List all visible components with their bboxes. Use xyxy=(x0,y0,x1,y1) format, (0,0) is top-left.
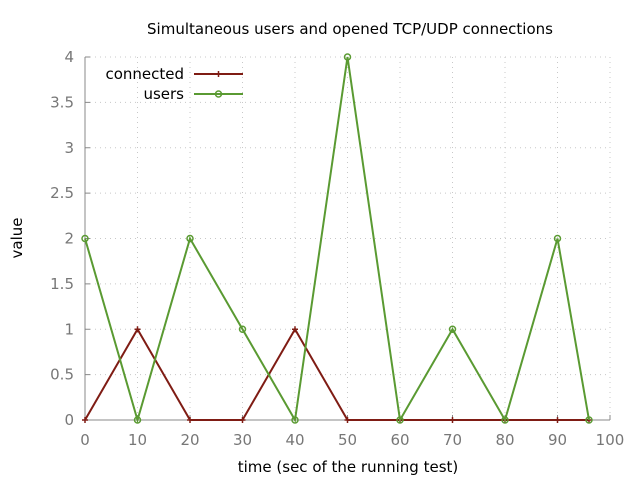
series-lines xyxy=(81,53,593,424)
series-users xyxy=(81,53,593,424)
y-tick-label: 3.5 xyxy=(50,93,74,111)
y-tick-label: 1 xyxy=(64,320,74,338)
x-tick-label: 60 xyxy=(390,431,409,449)
x-tick-label: 50 xyxy=(338,431,357,449)
data-point-users xyxy=(343,53,352,61)
tick-labels: 0 10 20 30 40 50 60 70 80 90 100 0 0.5 1 1.5 2 2.5 3 3.5 4 xyxy=(50,48,624,449)
grid xyxy=(84,56,611,421)
x-tick-label: 10 xyxy=(128,431,147,449)
data-point-connected xyxy=(292,326,298,333)
legend-item-connected: connected xyxy=(105,65,243,83)
y-tick-label: 1.5 xyxy=(50,275,74,293)
y-tick-label: 2 xyxy=(64,230,74,248)
data-point-connected xyxy=(239,417,246,423)
data-point-users xyxy=(133,416,142,424)
data-point-connected xyxy=(134,326,141,333)
x-axis-label: time (sec of the running test) xyxy=(238,458,459,476)
y-tick-label: 0 xyxy=(64,411,74,429)
legend-label: users xyxy=(143,85,184,103)
x-tick-label: 0 xyxy=(80,431,90,449)
data-point-connected xyxy=(344,417,351,423)
data-point-users xyxy=(186,234,194,243)
chart-title: Simultaneous users and opened TCP/UDP co… xyxy=(147,20,553,38)
series-connected xyxy=(82,326,592,423)
legend-marker xyxy=(215,71,222,77)
series-line-users xyxy=(84,56,590,424)
data-point-users xyxy=(396,416,404,424)
x-tick-label: 70 xyxy=(443,431,462,449)
data-point-users xyxy=(238,325,247,333)
y-tick-label: 2.5 xyxy=(50,184,74,202)
x-tick-label: 100 xyxy=(596,431,625,449)
data-point-users xyxy=(553,234,562,243)
data-point-users xyxy=(291,416,299,424)
y-tick-label: 4 xyxy=(64,48,74,66)
axes xyxy=(84,56,611,421)
data-point-users xyxy=(501,416,509,424)
x-tick-label: 20 xyxy=(180,431,199,449)
x-tick-label: 40 xyxy=(285,431,304,449)
x-tick-label: 80 xyxy=(495,431,514,449)
y-axis-label: value xyxy=(8,218,26,259)
data-point-connected xyxy=(449,417,456,423)
data-point-connected xyxy=(82,417,88,423)
x-tick-label: 30 xyxy=(233,431,252,449)
legend-item-users: users xyxy=(143,85,243,103)
legend: connected users xyxy=(105,65,243,103)
data-point-connected xyxy=(187,417,193,423)
x-tick-label: 90 xyxy=(548,431,567,449)
legend-label: connected xyxy=(105,65,184,83)
data-point-users xyxy=(448,325,457,333)
y-tick-label: 0.5 xyxy=(50,366,74,384)
y-tick-label: 3 xyxy=(64,139,74,157)
legend-marker xyxy=(214,90,223,98)
data-point-connected xyxy=(554,417,561,423)
data-point-users xyxy=(585,416,593,424)
data-point-users xyxy=(81,234,89,243)
